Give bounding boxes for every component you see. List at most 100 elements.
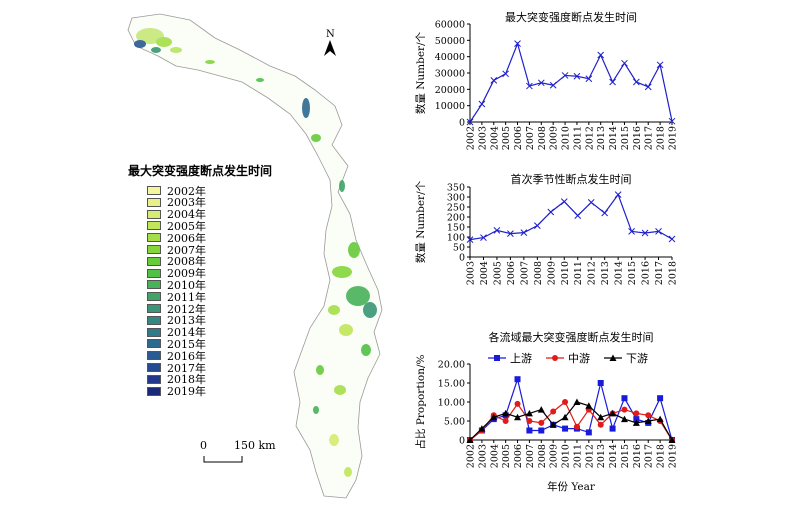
legend-label: 上游 (510, 352, 532, 365)
legend-item: 2019年 (147, 385, 206, 398)
x-tick-label: 2013 (596, 444, 607, 468)
legend-swatch (147, 386, 161, 396)
y-tick-label: 50 (453, 243, 465, 254)
series-line (469, 193, 673, 241)
data-point (655, 228, 662, 235)
x-tick-label: 2013 (596, 126, 607, 150)
legend-label: 2006年 (167, 231, 206, 245)
y-tick-label: 5.00 (444, 417, 465, 428)
data-point-stroke (493, 227, 501, 234)
legend-item: 2018年 (147, 373, 206, 386)
legend-item: 2007年 (147, 243, 206, 257)
data-point (520, 229, 528, 236)
legend-item: 2005年 (147, 220, 206, 233)
data-point (644, 83, 652, 91)
river-basin-map (127, 13, 383, 499)
scale-distance: 150 km (234, 439, 276, 452)
legend-swatch (147, 374, 161, 384)
x-tick-label: 2008 (537, 444, 548, 468)
x-axis-label: 年份 Year (547, 480, 596, 493)
data-point-stroke (573, 72, 581, 80)
data-point-stroke (668, 235, 676, 243)
data-point (490, 413, 498, 421)
y-tick-label: 40000 (435, 52, 465, 63)
data-point (549, 81, 557, 89)
data-point-stroke (644, 83, 652, 91)
x-tick-label: 2005 (492, 261, 503, 285)
data-point-stroke (547, 208, 555, 216)
x-tick-label: 2016 (632, 444, 643, 468)
data-point (514, 413, 522, 421)
north-arrow-icon: N (324, 29, 336, 56)
x-tick-label: 2007 (525, 444, 536, 468)
x-tick-label: 2014 (608, 444, 619, 468)
data-point-stroke (668, 117, 676, 125)
data-point (657, 395, 664, 402)
data-point-stroke (466, 236, 474, 243)
legend-label: 2012年 (167, 302, 206, 316)
x-tick-label: 2010 (561, 444, 572, 468)
data-point-stroke (520, 229, 528, 236)
y-axis-label: 占比 Proportion/% (414, 354, 427, 449)
data-point (478, 425, 486, 432)
x-tick-label: 2004 (479, 261, 490, 285)
y-tick-label: 250 (447, 203, 465, 214)
data-point (547, 208, 555, 216)
legend-swatch (147, 186, 161, 195)
data-point (656, 415, 664, 423)
data-point-stroke (587, 199, 595, 206)
legend-item: 2016年 (147, 350, 206, 363)
data-point (561, 413, 569, 421)
data-point-stroke (632, 78, 640, 86)
legend-label: 2011年 (167, 290, 206, 304)
legend-label: 2014年 (167, 326, 206, 340)
data-point (656, 61, 664, 69)
data-point (502, 70, 510, 78)
y-tick-label: 300 (447, 193, 465, 204)
legend-swatch (147, 221, 161, 231)
y-tick-label: 0 (459, 253, 465, 264)
data-point (502, 409, 510, 417)
x-tick-label: 2006 (513, 444, 524, 468)
data-point-stroke (641, 229, 649, 237)
x-tick-label: 2007 (519, 261, 530, 285)
x-tick-label: 2018 (656, 444, 667, 468)
x-tick-label: 2019 (668, 444, 679, 468)
y-tick-label: 0 (459, 436, 465, 447)
data-point (573, 423, 580, 430)
legend-label: 2007年 (167, 243, 206, 257)
data-point (601, 209, 609, 217)
data-point (561, 72, 569, 79)
x-tick-label: 2011 (573, 261, 584, 285)
legend-label: 下游 (626, 352, 648, 365)
data-point (585, 402, 593, 409)
data-point (562, 399, 569, 405)
data-point (552, 355, 558, 361)
data-point (560, 198, 568, 205)
data-point (644, 417, 652, 424)
data-point-stroke (502, 70, 510, 78)
legend-item: 2012年 (147, 302, 206, 316)
data-point (549, 421, 557, 428)
legend-label: 2009年 (167, 267, 206, 281)
data-point (633, 416, 640, 423)
x-tick-label: 2003 (477, 126, 488, 150)
x-tick-label: 2006 (506, 261, 517, 285)
legend-label: 2003年 (167, 196, 206, 210)
chart-title: 首次季节性断点发生时间 (511, 172, 632, 186)
data-point (573, 72, 581, 80)
legend-item: 2006年 (147, 231, 206, 245)
y-tick-label: 0 (459, 118, 465, 129)
legend-label: 2008年 (167, 255, 206, 269)
data-point (514, 400, 521, 407)
x-tick-label: 2012 (584, 126, 595, 150)
data-point (514, 376, 521, 383)
chart-max-breakpoint: 最大突变强度断点发生时间 0 10000 20000 30000 40000 50000 60… (414, 10, 679, 150)
legend-item: 2009年 (147, 267, 206, 281)
data-point (621, 406, 628, 413)
data-point (609, 425, 616, 432)
north-label: N (326, 29, 335, 40)
legend-item: 2008年 (147, 255, 206, 269)
legend-swatch (147, 233, 161, 243)
data-point (573, 398, 581, 405)
